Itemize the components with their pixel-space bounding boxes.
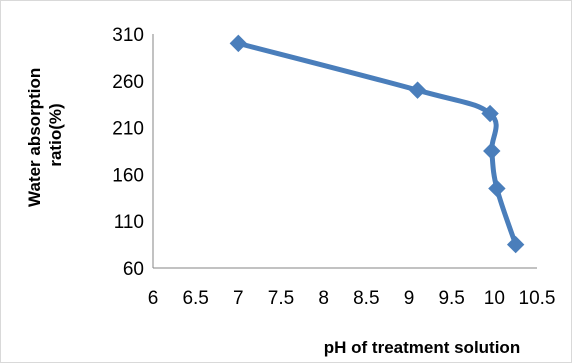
y-tick-label: 210 — [112, 119, 144, 140]
y-tick-label: 160 — [112, 165, 144, 186]
data-point-marker — [483, 142, 501, 160]
x-tick-labels: 6 6.5 7 7.5 8 8.5 9 9.5 10 10.5 — [148, 288, 556, 309]
x-tick-label: 8.5 — [353, 288, 379, 309]
x-tick-label: 10 — [484, 288, 505, 309]
data-point-marker — [229, 34, 248, 53]
x-tick-label: 6.5 — [182, 288, 208, 309]
y-axis-title: Water absorption ratio(%) — [25, 63, 65, 207]
series-layer — [229, 34, 525, 254]
y-axis-title-line-1: Water absorption — [25, 68, 44, 207]
y-tick-label: 310 — [112, 25, 144, 46]
y-tick-label: 110 — [114, 212, 144, 233]
x-tick-label: 8 — [318, 288, 329, 309]
y-tick-labels: 60 110 160 210 260 310 — [112, 25, 144, 280]
x-tick-label: 10.5 — [519, 288, 556, 309]
x-tick-label: 9.5 — [438, 288, 464, 309]
x-tick-label: 7 — [233, 288, 244, 309]
y-axis-title-line-2: ratio(%) — [46, 103, 65, 166]
x-tick-label: 9 — [404, 288, 415, 309]
y-tick-label: 260 — [112, 72, 144, 93]
y-tick-label: 60 — [123, 259, 144, 280]
data-point-marker — [481, 104, 499, 123]
x-tick-label: 7.5 — [268, 288, 294, 309]
data-point-marker — [488, 179, 506, 198]
data-point-marker — [408, 81, 427, 99]
data-point-marker — [506, 235, 525, 254]
x-tick-label: 6 — [148, 288, 159, 309]
series-line — [235, 40, 519, 248]
x-axis-title: pH of treatment solution — [324, 338, 520, 357]
